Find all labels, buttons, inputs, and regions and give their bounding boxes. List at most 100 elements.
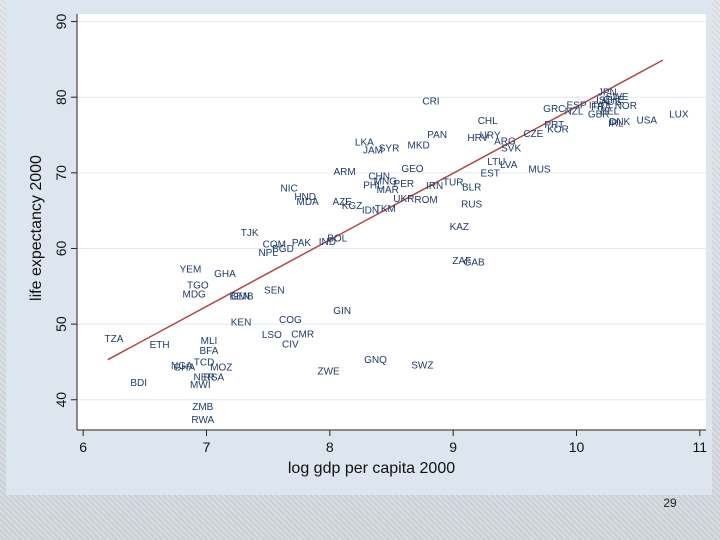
data-point-blr-62: BLR	[462, 183, 481, 194]
y-tick-label-60: 60	[53, 240, 69, 256]
data-point-ltu-72: LTU	[487, 157, 505, 168]
data-point-lux-84: LUX	[669, 109, 689, 120]
x-axis-title: log gdp per capita 2000	[288, 460, 455, 477]
data-point-gha-17: GHA	[214, 269, 236, 280]
y-tick-label-40: 40	[53, 392, 69, 408]
data-point-est-64: EST	[480, 168, 499, 179]
data-point-moz-8: MOZ	[210, 363, 232, 374]
data-point-dnk-82: DNK	[609, 117, 630, 128]
data-point-tur-63: TUR	[443, 177, 464, 188]
data-point-nzl-79: NZL	[565, 106, 584, 117]
data-point-usa-83: USA	[637, 115, 658, 126]
data-point-idn-42: IDN	[362, 205, 379, 216]
data-point-gnq-27: GNQ	[364, 355, 387, 366]
data-point-bel-93: BEL	[600, 106, 619, 117]
data-point-ben-19: BEN	[230, 292, 251, 303]
x-tick-label-9: 9	[449, 439, 457, 455]
data-point-syr-55: SYR	[379, 143, 400, 154]
data-point-mar-49: MAR	[377, 185, 399, 196]
data-point-rsa-7: RSA	[204, 373, 225, 384]
data-point-gin-29: GIN	[333, 306, 351, 317]
data-point-mda-39: MDA	[297, 197, 320, 208]
data-point-kgz-41: KGZ	[342, 201, 363, 212]
data-point-ken-21: KEN	[231, 317, 252, 328]
plot-area	[77, 14, 706, 430]
data-point-mus-74: MUS	[528, 165, 551, 176]
y-axis-title: life expectancy 2000	[28, 155, 45, 301]
data-point-chl-67: CHL	[478, 116, 498, 127]
data-point-tcd-9: TCD	[194, 357, 215, 368]
data-point-swe-86: SWE	[606, 92, 629, 103]
x-tick-label-8: 8	[326, 439, 334, 455]
data-point-irl-94: IRL	[608, 118, 624, 129]
y-tick-label-90: 90	[53, 14, 69, 30]
y-tick-label-50: 50	[53, 316, 69, 332]
data-point-ind-35: IND	[319, 237, 336, 248]
data-point-yem-14: YEM	[180, 264, 202, 275]
data-point-cog-22: COG	[279, 315, 302, 326]
data-point-ner-6: NER	[193, 373, 214, 384]
data-point-arg-70: ARG	[494, 137, 516, 148]
data-point-nga-3: NGA	[171, 361, 193, 372]
data-point-rom-45: ROM	[414, 195, 437, 206]
data-point-gmb-20: GMB	[231, 292, 254, 303]
data-point-irn-59: IRN	[426, 181, 443, 192]
data-point-zaf-65: ZAF	[452, 256, 471, 267]
x-tick-label-11: 11	[693, 439, 708, 455]
data-point-com-31: COM	[263, 239, 286, 250]
data-point-isl-89: ISL	[596, 96, 611, 107]
data-point-aze-40: AZE	[332, 197, 352, 208]
data-point-eth-1: ETH	[150, 340, 170, 351]
x-tick-label-6: 6	[79, 439, 87, 455]
data-point-cmr-24: CMR	[291, 329, 314, 340]
data-point-hnd-38: HND	[294, 192, 316, 203]
x-tick-label-10: 10	[569, 439, 585, 455]
data-point-npl-33: NPL	[258, 248, 278, 259]
data-point-prt-77: PRT	[544, 120, 564, 131]
y-tick-label-70: 70	[53, 165, 69, 181]
data-point-gab-66: GAB	[464, 258, 485, 269]
data-point-zmb-12: ZMB	[192, 402, 213, 413]
data-point-nic-37: NIC	[281, 183, 298, 194]
data-point-rus-61: RUS	[461, 199, 482, 210]
data-point-civ-25: CIV	[282, 339, 299, 350]
data-point-per-51: PER	[394, 179, 415, 190]
data-point-esp-80: ESP	[566, 100, 586, 111]
data-point-bdi-2: BDI	[130, 378, 147, 389]
scatter-chart: 40 50 60 70 80 90 6 7 8 9 10 11 log gdp per capita 2…	[28, 14, 708, 477]
data-point-gha-4: GHA	[173, 363, 195, 374]
data-point-hrv-68: HRV	[467, 133, 488, 144]
data-point-gbr-81: GBR	[588, 109, 610, 120]
data-point-cze-75: CZE	[523, 129, 543, 140]
data-point-jam-54: JAM	[363, 146, 383, 157]
data-point-swz-28: SWZ	[411, 360, 433, 371]
data-point-che-87: CHE	[603, 95, 624, 106]
data-point-kaz-60: KAZ	[450, 222, 469, 233]
data-point-kor-78: KOR	[547, 124, 569, 135]
data-point-lka-53: LKA	[355, 137, 374, 148]
data-point-phl-47: PHL	[363, 180, 383, 191]
data-point-jpn-85: JPN	[598, 87, 617, 98]
data-point-lva-73: LVA	[500, 160, 518, 171]
data-point-mli-11: MLI	[201, 336, 218, 347]
data-point-ukr-44: UKR	[393, 194, 414, 205]
fit-line	[107, 59, 664, 361]
data-point-tkm-43: TKM	[375, 204, 396, 215]
data-point-ita-91: ITA	[589, 100, 604, 111]
data-point-tgo-15: TGO	[187, 280, 209, 291]
data-point-geo-52: GEO	[401, 164, 423, 175]
data-point-tjk-30: TJK	[241, 228, 259, 239]
data-point-zwe-26: ZWE	[317, 367, 340, 378]
data-point-sen-18: SEN	[264, 286, 285, 297]
data-point-nor-92: NOR	[615, 101, 637, 112]
chart-panel: 40 50 60 70 80 90 6 7 8 9 10 11 log gdp per capita 2…	[6, 0, 712, 495]
data-point-chn-48: CHN	[368, 171, 390, 182]
data-point-arm-46: ARM	[334, 167, 356, 178]
page-number: 29	[663, 496, 677, 510]
data-point-pan-57: PAN	[427, 130, 447, 141]
data-point-rwa-13: RWA	[191, 415, 214, 426]
data-point-bfa-10: BFA	[200, 346, 219, 357]
y-tick-label-80: 80	[53, 89, 69, 105]
data-point-pak-34: PAK	[292, 238, 312, 249]
data-point-tza-0: TZA	[105, 334, 124, 345]
